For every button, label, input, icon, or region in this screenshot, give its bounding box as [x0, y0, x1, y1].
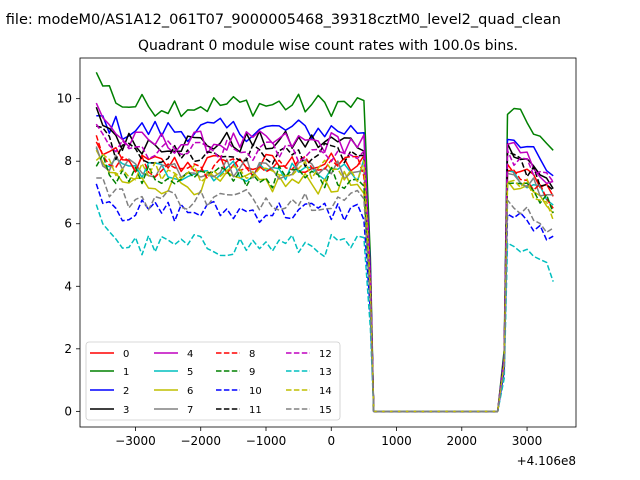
legend-box — [85, 341, 341, 421]
legend-label-13: 13 — [319, 367, 332, 378]
y-tick-label: 0 — [64, 404, 72, 418]
legend-label-7: 7 — [187, 405, 193, 416]
y-axis: 0 2 4 6 8 10 — [57, 92, 80, 418]
x-tick-label: 1000 — [381, 434, 412, 448]
x-tick-label: −3000 — [115, 434, 156, 448]
x-tick-label: 0 — [327, 434, 335, 448]
legend-label-8: 8 — [249, 349, 255, 360]
series-line-11 — [96, 125, 554, 413]
legend-label-9: 9 — [249, 367, 255, 378]
x-tick-label: −2000 — [180, 434, 221, 448]
file-name-line: n file: modeM0/AS1A12_061T07_9000005468_… — [0, 12, 561, 28]
plot-frame — [79, 57, 577, 428]
legend-label-3: 3 — [123, 405, 129, 416]
x-axis: −3000 −2000 −1000 0 1000 2000 3000 — [115, 427, 542, 448]
legend-label-5: 5 — [187, 367, 193, 378]
y-tick-label: 4 — [64, 279, 72, 293]
legend-label-11: 11 — [249, 405, 262, 416]
series-line-14 — [95, 153, 554, 413]
series-line-9 — [95, 154, 554, 413]
legend-label-1: 1 — [123, 367, 129, 378]
x-tick-label: 2000 — [447, 434, 478, 448]
legend-label-15: 15 — [319, 405, 332, 416]
legend-label-2: 2 — [123, 386, 129, 397]
x-offset-label: +4.106e8 — [517, 454, 576, 468]
legend-label-10: 10 — [249, 386, 262, 397]
legend-label-0: 0 — [123, 349, 129, 360]
y-tick-label: 2 — [64, 342, 72, 356]
series-lines — [95, 71, 554, 413]
y-tick-label: 6 — [64, 217, 72, 231]
legend-label-6: 6 — [187, 386, 193, 397]
legend-label-4: 4 — [187, 349, 193, 360]
chart-title: Quadrant 0 module wise count rates with … — [138, 38, 518, 54]
legend-label-14: 14 — [319, 386, 332, 397]
x-tick-label: −1000 — [246, 434, 287, 448]
legend-label-12: 12 — [319, 349, 332, 360]
y-tick-label: 10 — [57, 92, 72, 106]
y-tick-label: 8 — [64, 154, 72, 168]
x-tick-label: 3000 — [512, 434, 543, 448]
series-line-15 — [96, 177, 554, 413]
